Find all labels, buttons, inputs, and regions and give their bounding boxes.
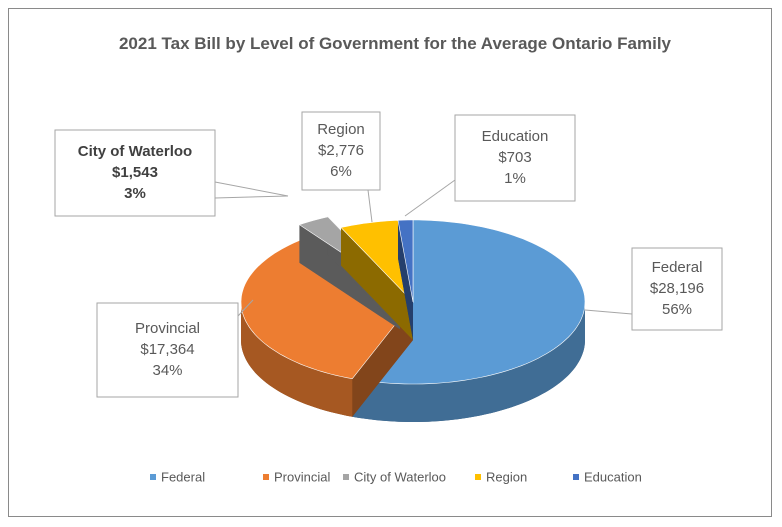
callout-box — [631, 247, 723, 331]
label-name: City of Waterloo — [78, 143, 192, 160]
label-percent: 1% — [504, 170, 526, 187]
label-value: $28,196 — [650, 280, 704, 297]
legend-label: Federal — [161, 469, 205, 484]
leader-line — [584, 309, 633, 315]
legend-label: Education — [584, 469, 642, 484]
pie-slice — [397, 219, 414, 340]
leader-line — [404, 179, 456, 217]
leader-line — [214, 195, 289, 199]
legend-swatch — [475, 474, 481, 480]
slice-wall — [352, 302, 413, 417]
callout-box — [454, 114, 576, 202]
label-value: $2,776 — [318, 142, 364, 159]
legend-label: City of Waterloo — [354, 469, 446, 484]
slice-side — [352, 302, 585, 422]
leader-line — [367, 189, 373, 223]
callout-box — [96, 302, 239, 398]
leader-line — [237, 299, 254, 317]
label-name: Education — [482, 128, 549, 145]
label-value: $17,364 — [140, 341, 194, 358]
leader-line — [214, 181, 289, 197]
legend-swatch — [573, 474, 579, 480]
legend-swatch — [343, 474, 349, 480]
label-percent: 56% — [662, 301, 692, 318]
slice-wall — [398, 220, 413, 340]
legend-swatch — [150, 474, 156, 480]
label-value: $703 — [498, 149, 531, 166]
label-percent: 3% — [124, 185, 146, 202]
label-name: Provincial — [135, 320, 200, 337]
callout-box — [54, 129, 216, 217]
label-percent: 6% — [330, 163, 352, 180]
slice-side — [241, 302, 353, 417]
slice-top — [240, 235, 414, 380]
legend-swatch — [263, 474, 269, 480]
label-percent: 34% — [152, 362, 182, 379]
slice-top — [397, 219, 414, 303]
legend-label: Region — [486, 469, 527, 484]
callout-box — [301, 111, 381, 191]
legend-label: Provincial — [274, 469, 330, 484]
label-name: Region — [317, 121, 365, 138]
chart-title: 2021 Tax Bill by Level of Government for… — [118, 34, 672, 53]
label-name: Federal — [652, 259, 703, 276]
label-value: $1,543 — [112, 164, 158, 181]
slice-top — [340, 219, 414, 303]
slice-wall — [341, 227, 413, 340]
